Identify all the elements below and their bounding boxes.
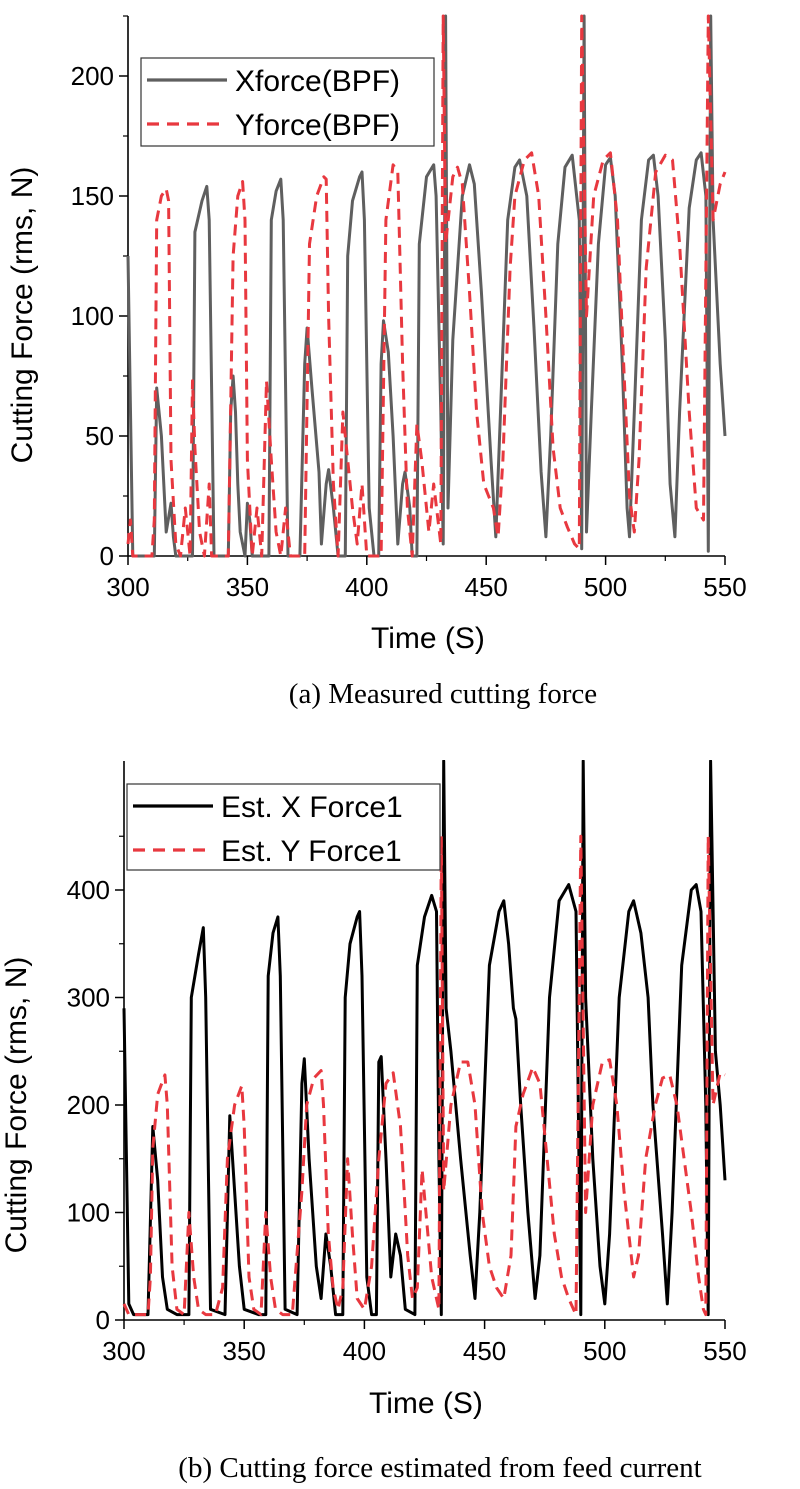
panel-a-y-tick-label: 200 [71,61,114,91]
panel-a-x-tick-label: 300 [106,572,149,602]
panel-a-y-tick-label: 50 [85,421,114,451]
panel-b-x-tick-label: 400 [343,1336,386,1366]
panel-b-y-axis-label: Cutting Force (rms, N) [0,957,33,1254]
panel-b-legend-label-y: Est. Y Force1 [221,835,402,868]
panel-a-x-axis-label: Time (S) [371,622,485,655]
panel-a-legend-label-y: Yforce(BPF) [235,109,400,142]
panel-b-x-tick-label: 350 [223,1336,266,1366]
panel-a-x-tick-label: 400 [345,572,388,602]
panel-a-y-axis-label: Cutting Force (rms, N) [6,167,39,464]
panel-a-caption: (a) Measured cutting force [289,678,597,710]
panel-b-y-tick-label: 300 [67,983,110,1013]
panel-b-chart: 300 350 400 450 500 550 0 100 200 300 400 Est. X F… [0,760,747,1484]
panel-b-x-axis-label: Time (S) [369,1387,483,1420]
panel-a-legend-label-x: Xforce(BPF) [235,65,400,98]
panel-b-y-tick-label: 100 [67,1198,110,1228]
panel-b-y-tick-label: 200 [67,1090,110,1120]
panel-a-x-tick-label: 500 [584,572,627,602]
panel-b-x-tick-label: 450 [463,1336,506,1366]
panel-b-x-tick-label: 500 [583,1336,626,1366]
panel-a-y-tick-label: 100 [71,301,114,331]
panel-b-legend-box [126,783,441,871]
panel-a-x-tick-label: 450 [465,572,508,602]
panel-a-legend-box [140,57,435,147]
panel-b-y-tick-label: 400 [67,875,110,905]
panel-b-series-x-line [122,760,727,1317]
panel-a-chart: 300 350 400 450 500 550 0 50 100 150 200 Xforce(BP… [6,14,747,710]
panel-b-x-tick-label: 300 [102,1336,145,1366]
panel-a-x-tick-label: 350 [226,572,269,602]
panel-a-y-tick-label: 0 [100,541,114,571]
panel-b-caption: (b) Cutting force estimated from feed cu… [178,1452,701,1484]
panel-a-x-tick-label: 550 [703,572,746,602]
panel-a-series-y-line [126,14,727,558]
panel-b-y-tick-label: 0 [96,1305,110,1335]
panel-b-x-tick-label: 550 [703,1336,746,1366]
panel-b-series-y-line [122,834,726,1317]
panel-a-y-tick-label: 150 [71,181,114,211]
panel-b-legend-label-x: Est. X Force1 [221,791,403,824]
